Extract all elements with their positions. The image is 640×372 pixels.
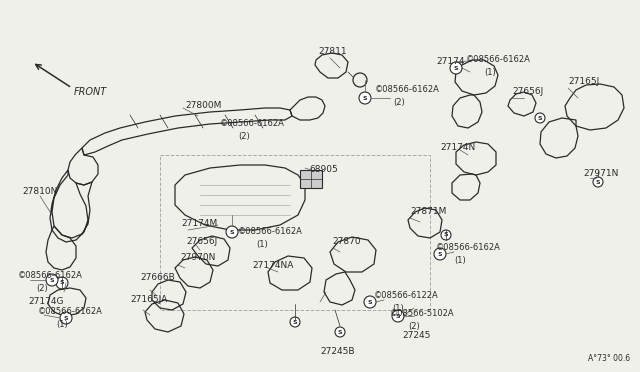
Text: (2): (2) <box>408 321 420 330</box>
Circle shape <box>359 92 371 104</box>
Circle shape <box>60 312 72 324</box>
Text: 27165J: 27165J <box>568 77 599 87</box>
Text: ©08566-6162A: ©08566-6162A <box>238 228 303 237</box>
Circle shape <box>46 274 58 286</box>
Text: 27811: 27811 <box>318 48 347 57</box>
Circle shape <box>535 113 545 123</box>
Text: ©08566-5102A: ©08566-5102A <box>390 310 454 318</box>
Text: S: S <box>230 230 234 234</box>
Text: 27174: 27174 <box>436 58 465 67</box>
Text: 27174N: 27174N <box>440 144 476 153</box>
Text: 68905: 68905 <box>309 166 338 174</box>
Text: (2): (2) <box>393 97 404 106</box>
Text: S: S <box>368 299 372 305</box>
Text: S: S <box>396 314 400 318</box>
Circle shape <box>290 317 300 327</box>
Text: 27174NA: 27174NA <box>252 260 293 269</box>
Text: ©08566-6162A: ©08566-6162A <box>436 244 501 253</box>
Text: S: S <box>60 280 64 285</box>
Text: FRONT: FRONT <box>74 87 108 97</box>
Text: 27245B: 27245B <box>320 347 355 356</box>
Circle shape <box>56 277 68 289</box>
Text: ©08566-6162A: ©08566-6162A <box>220 119 285 128</box>
Text: 27245: 27245 <box>402 331 430 340</box>
Text: S: S <box>538 115 542 121</box>
Text: (1): (1) <box>484 67 496 77</box>
Text: (1): (1) <box>56 321 68 330</box>
Text: 27656J: 27656J <box>512 87 543 96</box>
Text: (1): (1) <box>256 240 268 248</box>
Circle shape <box>450 62 462 74</box>
Text: S: S <box>438 251 442 257</box>
Text: (1): (1) <box>392 304 404 312</box>
Text: 27970N: 27970N <box>180 253 216 263</box>
Text: 27800M: 27800M <box>185 100 221 109</box>
Text: 27656J: 27656J <box>186 237 217 247</box>
Text: ©08566-6162A: ©08566-6162A <box>466 55 531 64</box>
Text: 27174G: 27174G <box>28 298 63 307</box>
Circle shape <box>335 327 345 337</box>
Circle shape <box>364 296 376 308</box>
Text: A°73° 00.6: A°73° 00.6 <box>588 354 630 363</box>
Circle shape <box>441 230 451 240</box>
Text: 27174M: 27174M <box>181 219 217 228</box>
Text: ©08566-6162A: ©08566-6162A <box>375 86 440 94</box>
Circle shape <box>392 310 404 322</box>
Text: 27165JA: 27165JA <box>130 295 167 305</box>
Text: 27870: 27870 <box>332 237 360 247</box>
Text: S: S <box>64 315 68 321</box>
Text: S: S <box>444 232 448 237</box>
Text: 27971N: 27971N <box>583 170 618 179</box>
Text: (2): (2) <box>238 131 250 141</box>
Text: S: S <box>338 330 342 334</box>
Text: (1): (1) <box>454 256 466 264</box>
Text: (2): (2) <box>36 283 48 292</box>
Text: S: S <box>596 180 600 185</box>
Circle shape <box>593 177 603 187</box>
Circle shape <box>434 248 446 260</box>
Text: S: S <box>50 278 54 282</box>
Text: ©08566-6162A: ©08566-6162A <box>38 308 103 317</box>
Text: S: S <box>292 320 298 324</box>
Circle shape <box>226 226 238 238</box>
Text: S: S <box>454 65 458 71</box>
Text: ©08566-6122A: ©08566-6122A <box>374 292 439 301</box>
Text: 27666B: 27666B <box>140 273 175 282</box>
Text: 27871M: 27871M <box>410 208 446 217</box>
FancyBboxPatch shape <box>300 170 322 188</box>
Text: ©08566-6162A: ©08566-6162A <box>18 272 83 280</box>
Text: S: S <box>363 96 367 100</box>
Text: 27810N: 27810N <box>22 187 58 196</box>
